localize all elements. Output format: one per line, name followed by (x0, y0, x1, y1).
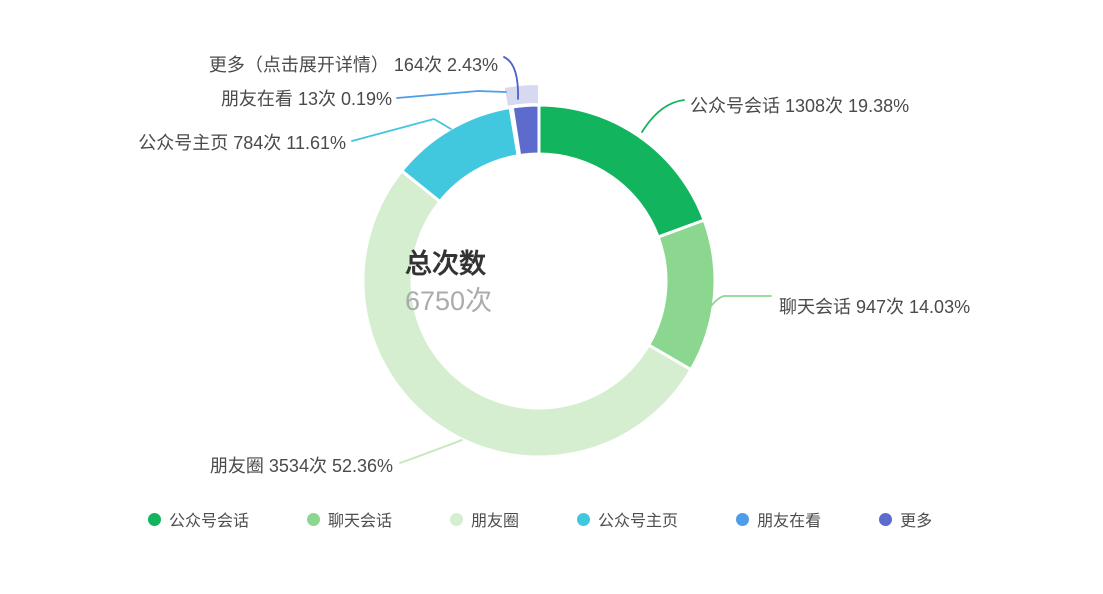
legend-label: 聊天会话 (328, 513, 393, 530)
legend-label: 公众号会话 (169, 513, 250, 530)
legend-label: 公众号主页 (598, 513, 679, 530)
legend-swatch-icon (879, 512, 893, 526)
slice-朋友圈[interactable] (361, 169, 693, 459)
slice-label-更多[interactable]: 更多（点击展开详情） 164次 2.43% (209, 55, 498, 75)
leader-line-朋友在看 (396, 90, 507, 99)
legend-label: 朋友圈 (471, 513, 520, 530)
legend-item-公众号主页[interactable]: 公众号主页 (577, 507, 678, 531)
slice-更多[interactable] (510, 103, 541, 157)
leader-line-聊天会话 (705, 295, 772, 314)
leader-line-公众号主页 (351, 118, 452, 142)
legend-swatch-icon (450, 512, 464, 526)
legend-item-公众号会话[interactable]: 公众号会话 (148, 507, 249, 531)
legend-swatch-icon (577, 512, 591, 526)
slice-公众号会话[interactable] (537, 103, 706, 239)
slice-label-公众号主页: 公众号主页 784次 11.61% (138, 133, 346, 153)
slice-halo-更多 (502, 82, 540, 109)
leader-line-公众号会话 (641, 99, 685, 133)
legend-item-聊天会话[interactable]: 聊天会话 (307, 507, 392, 531)
slice-label-聊天会话: 聊天会话 947次 14.03% (779, 297, 970, 317)
legend-swatch-icon (307, 512, 321, 526)
leader-line-更多 (503, 56, 519, 100)
slice-label-朋友在看: 朋友在看 13次 0.19% (221, 89, 392, 109)
leader-line-朋友圈 (399, 439, 463, 464)
center-title: 总次数 (405, 249, 486, 279)
legend-item-更多[interactable]: 更多 (879, 507, 932, 531)
legend-item-朋友圈[interactable]: 朋友圈 (450, 507, 519, 531)
legend-swatch-icon (148, 512, 161, 526)
legend-label: 更多 (900, 513, 933, 530)
slice-label-朋友圈: 朋友圈 3534次 52.36% (210, 456, 393, 476)
legend-swatch-icon (736, 512, 750, 526)
legend-label: 朋友在看 (757, 513, 822, 530)
slice-聊天会话[interactable] (647, 218, 717, 372)
center-value: 6750次 (405, 286, 493, 316)
donut-center-label: 总次数 6750次 (405, 248, 492, 318)
legend-item-朋友在看[interactable]: 朋友在看 (736, 507, 821, 531)
chart-legend: 公众号会话 聊天会话 朋友圈 公众号主页 朋友在看 更多 (148, 507, 932, 531)
slice-label-公众号会话: 公众号会话 1308次 19.38% (690, 96, 909, 116)
